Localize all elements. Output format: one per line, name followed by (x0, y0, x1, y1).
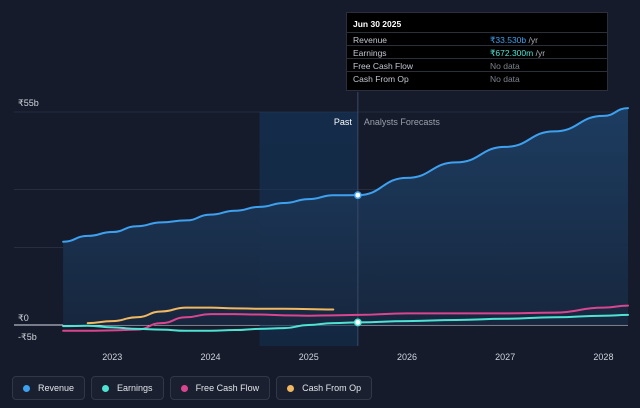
legend-item-revenue[interactable]: Revenue (12, 376, 86, 400)
legend-label: Earnings (117, 383, 153, 393)
legend-dot-icon (287, 384, 295, 392)
x-tick-label: 2026 (397, 352, 417, 362)
revenue-area (63, 108, 629, 325)
legend-label: Free Cash Flow (195, 383, 260, 393)
legend-dot-icon (102, 384, 110, 392)
y-axis-label-zero: ₹0 (18, 313, 29, 323)
chart-legend: Revenue Earnings Free Cash Flow Cash Fro… (12, 376, 373, 400)
y-axis-label-top: ₹55b (18, 98, 39, 108)
tooltip-value: No data (490, 74, 520, 84)
legend-item-free-cash-flow[interactable]: Free Cash Flow (169, 376, 271, 400)
tooltip-row-earnings: Earnings ₹672.300m /yr (347, 45, 607, 59)
series-line-revenue (62, 107, 629, 243)
x-tick-label: 2024 (200, 352, 220, 362)
tooltip-value: ₹33.530b /yr (490, 35, 538, 45)
legend-label: Revenue (38, 383, 75, 393)
tooltip-label: Revenue (353, 35, 388, 45)
legend-item-earnings[interactable]: Earnings (91, 376, 164, 400)
tooltip-label: Free Cash Flow (353, 61, 413, 71)
legend-label: Cash From Op (302, 383, 362, 393)
tooltip-row-cash-from-op: Cash From Op No data (347, 71, 607, 85)
tooltip-label: Earnings (353, 48, 387, 58)
series-line-earnings (62, 313, 629, 332)
x-tick-label: 2025 (299, 352, 319, 362)
tooltip-value: ₹672.300m /yr (490, 48, 546, 58)
legend-item-cash-from-op[interactable]: Cash From Op (276, 376, 373, 400)
hover-tooltip: Jun 30 2025 Revenue ₹33.530b /yr Earning… (346, 12, 608, 91)
series-line-cash-from-op (86, 306, 335, 325)
past-label: Past (334, 117, 353, 127)
tooltip-row-free-cash-flow: Free Cash Flow No data (347, 58, 607, 72)
marker-revenue (353, 191, 362, 200)
legend-dot-icon (23, 384, 30, 392)
x-tick-label: 2027 (495, 352, 515, 362)
series-lines (62, 107, 629, 332)
x-axis-ticks: 2023 2024 2025 2026 2027 2028 (102, 352, 613, 362)
tooltip-value: No data (490, 61, 520, 71)
series-markers (353, 191, 362, 327)
tooltip-row-revenue: Revenue ₹33.530b /yr (347, 32, 607, 46)
legend-dot-icon (180, 384, 188, 392)
marker-earnings (353, 318, 362, 327)
y-axis-label-negative: -₹5b (18, 332, 37, 342)
tooltip-date: Jun 30 2025 (353, 19, 402, 29)
x-tick-label: 2028 (593, 352, 613, 362)
x-tick-label: 2023 (102, 352, 122, 362)
tooltip-label: Cash From Op (353, 74, 409, 84)
forecast-label: Analysts Forecasts (364, 117, 441, 127)
